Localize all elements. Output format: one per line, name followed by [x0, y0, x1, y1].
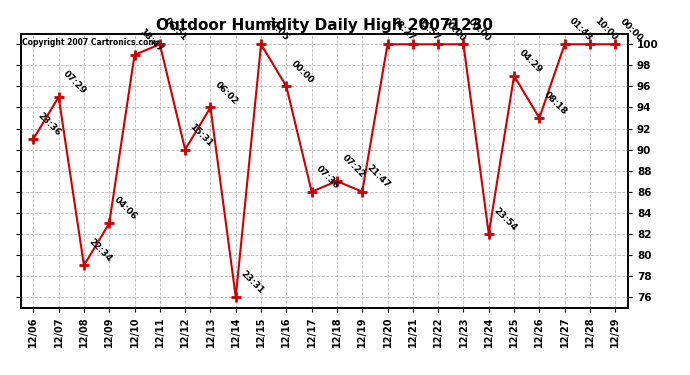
Text: 22:34: 22:34	[87, 237, 113, 264]
Text: 21:47: 21:47	[365, 164, 392, 190]
Text: 04:06: 04:06	[112, 195, 139, 222]
Text: 01:43: 01:43	[567, 16, 594, 43]
Text: 15:31: 15:31	[188, 122, 215, 148]
Text: 05:57: 05:57	[415, 16, 442, 43]
Text: 23:36: 23:36	[36, 111, 63, 138]
Text: 00:00: 00:00	[618, 16, 644, 43]
Text: 06:51: 06:51	[163, 16, 189, 43]
Text: 06:02: 06:02	[213, 80, 239, 106]
Text: Copyright 2007 Cartronics.com: Copyright 2007 Cartronics.com	[22, 38, 156, 47]
Text: 04:29: 04:29	[517, 48, 544, 75]
Title: Outdoor Humidity Daily High 20071230: Outdoor Humidity Daily High 20071230	[156, 18, 493, 33]
Text: 00:00: 00:00	[441, 16, 467, 43]
Text: 07:36: 07:36	[315, 164, 341, 190]
Text: 23:54: 23:54	[491, 206, 518, 232]
Text: 08:27: 08:27	[391, 16, 417, 43]
Text: 10:00: 10:00	[593, 16, 619, 43]
Text: 08:18: 08:18	[542, 90, 569, 117]
Text: 23:31: 23:31	[239, 269, 265, 296]
Text: 00:00: 00:00	[466, 16, 493, 43]
Text: 07:22: 07:22	[339, 153, 366, 180]
Text: 18:47: 18:47	[137, 27, 164, 53]
Text: 07:29: 07:29	[61, 69, 88, 96]
Text: 20:05: 20:05	[264, 16, 290, 43]
Text: 00:00: 00:00	[289, 59, 315, 85]
